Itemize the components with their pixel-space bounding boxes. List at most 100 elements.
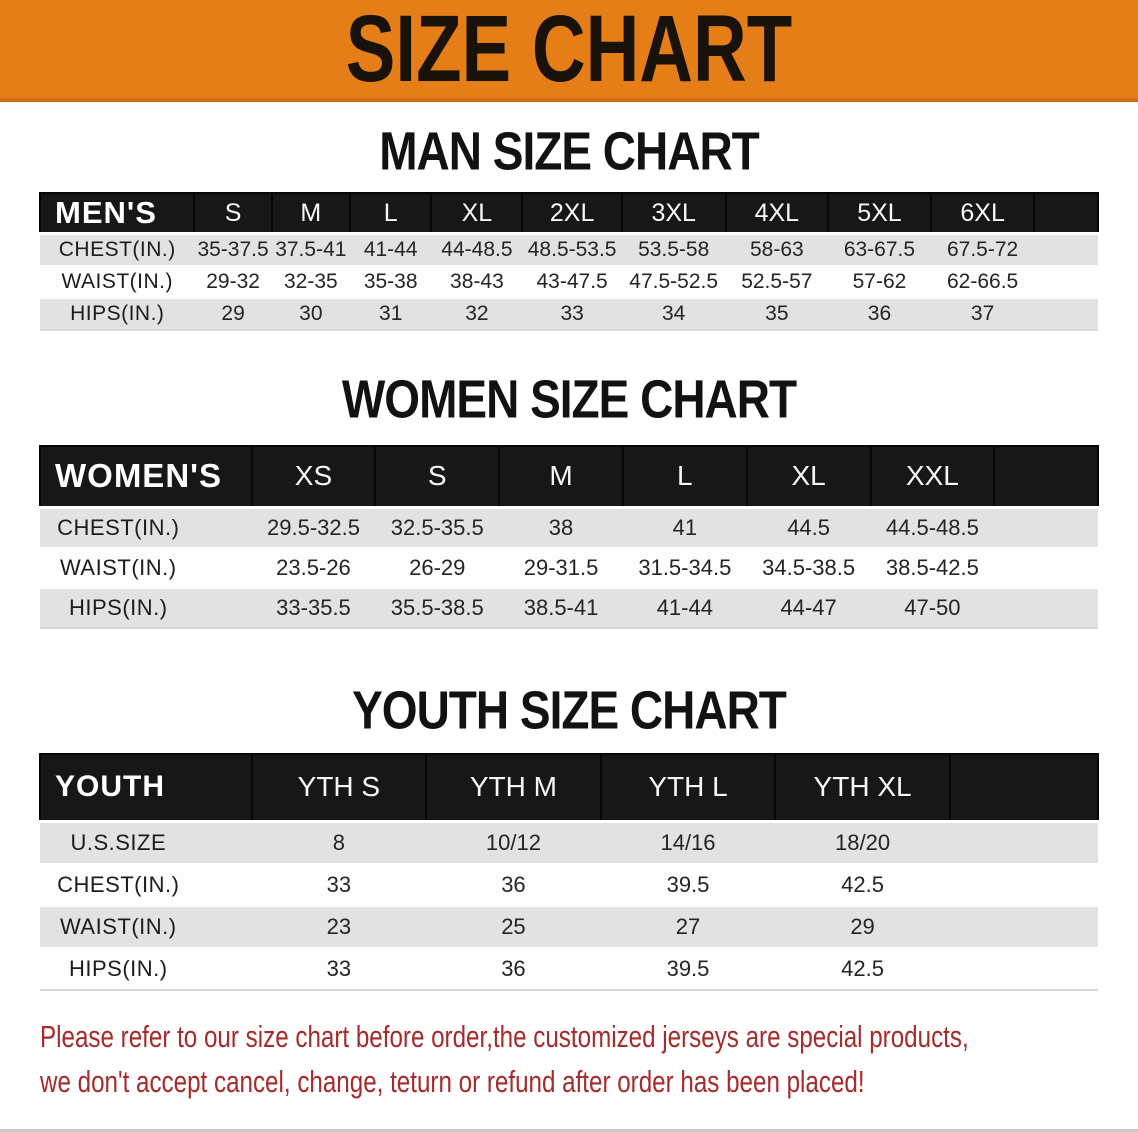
size-value-cell: 35-38 <box>349 265 432 299</box>
spacer-cell <box>994 587 1098 629</box>
measurement-row: WAIST(IN.) 23 25 27 29 <box>40 905 1098 949</box>
spacer-cell <box>994 547 1098 589</box>
size-value-cell: 29-31.5 <box>499 547 623 589</box>
size-value-cell: 58-63 <box>725 232 829 267</box>
table-title-cell: MEN'S <box>38 192 196 235</box>
size-value-cell: 37.5-41 <box>271 232 350 267</box>
size-value-cell: 31.5-34.5 <box>622 547 747 589</box>
size-value-cell: 34.5-38.5 <box>746 547 871 589</box>
size-value-cell: 44.5-48.5 <box>870 506 995 549</box>
table-header-row: YOUTH YTH S YTH M YTH L YTH XL <box>39 752 1100 823</box>
youth-section-heading: YOUTH SIZE CHART <box>352 679 787 740</box>
size-value-cell: 33-35.5 <box>251 587 376 629</box>
size-column-header: YTH L <box>599 752 777 823</box>
size-value-cell: 33 <box>251 863 427 907</box>
size-value-cell: 32 <box>431 297 523 331</box>
size-column-header: YTH S <box>250 752 428 823</box>
table-title-cell: YOUTH <box>39 752 253 823</box>
size-column-header: YTH XL <box>774 752 951 823</box>
size-value-cell: 41-44 <box>349 232 432 267</box>
measurement-row: WAIST(IN.) 29-32 32-35 35-38 38-43 43-47.5 47.… <box>40 265 1098 299</box>
row-label: WAIST(IN.) <box>40 547 252 589</box>
size-column-header: 4XL <box>724 192 830 235</box>
women-size-table: WOMEN'S XS S M L XL XXL CHEST(IN.) 29.5-32.5 32.5… <box>39 444 1099 629</box>
row-label: HIPS(IN.) <box>40 947 252 991</box>
size-value-cell: 38.5-42.5 <box>870 547 995 589</box>
size-value-cell: 29-32 <box>194 265 272 299</box>
size-value-cell: 44.5 <box>746 506 871 549</box>
size-value-cell: 27 <box>600 905 776 949</box>
size-value-cell: 67.5-72 <box>930 232 1035 267</box>
row-label: CHEST(IN.) <box>40 232 195 267</box>
measurement-row: CHEST(IN.) 33 36 39.5 42.5 <box>40 863 1098 907</box>
size-value-cell: 8 <box>251 820 427 865</box>
disclaimer-line-2: we don't accept cancel, change, teturn o… <box>40 1063 865 1099</box>
size-column-header: M <box>270 192 351 235</box>
size-value-cell: 36 <box>426 947 601 991</box>
spacer-cell <box>1034 265 1098 299</box>
measurement-row: HIPS(IN.) 29 30 31 32 33 34 35 36 37 <box>40 297 1098 331</box>
table-title-cell: WOMEN'S <box>39 444 253 509</box>
size-value-cell: 57-62 <box>828 265 931 299</box>
size-value-cell: 34 <box>621 297 726 331</box>
spacer-cell <box>949 947 1098 991</box>
size-value-cell: 47.5-52.5 <box>621 265 726 299</box>
size-value-cell: 47-50 <box>870 587 995 629</box>
size-value-cell: 25 <box>426 905 601 949</box>
size-value-cell: 38-43 <box>431 265 523 299</box>
size-column-header: 5XL <box>827 192 932 235</box>
spacer-cell <box>949 905 1098 949</box>
size-value-cell: 29.5-32.5 <box>251 506 376 549</box>
table-header-row: WOMEN'S XS S M L XL XXL <box>39 444 1099 509</box>
spacer-cell <box>1034 297 1098 331</box>
size-column-header: L <box>621 444 748 509</box>
size-value-cell: 41 <box>622 506 747 549</box>
size-value-cell: 52.5-57 <box>725 265 829 299</box>
size-value-cell: 53.5-58 <box>621 232 726 267</box>
size-value-cell: 62-66.5 <box>930 265 1035 299</box>
size-value-cell: 18/20 <box>775 820 950 865</box>
youth-size-table: YOUTH YTH S YTH M YTH L YTH XL U.S.SIZE 8 10/12… <box>39 752 1100 991</box>
size-column-header: M <box>498 444 624 509</box>
measurement-row: CHEST(IN.) 29.5-32.5 32.5-35.5 38 41 44.5 44.5… <box>40 506 1098 549</box>
size-chart-banner: SIZE CHART <box>0 0 1138 102</box>
spacer-cell <box>1033 192 1099 235</box>
spacer-cell <box>949 863 1098 907</box>
size-value-cell: 42.5 <box>775 863 950 907</box>
row-label: CHEST(IN.) <box>40 863 252 907</box>
size-column-header: XXL <box>869 444 996 509</box>
size-column-header: 2XL <box>521 192 623 235</box>
size-value-cell: 35.5-38.5 <box>375 587 500 629</box>
size-value-cell: 26-29 <box>375 547 500 589</box>
men-size-table: MEN'S S M L XL 2XL 3XL 4XL 5XL 6XL CHEST(IN.) 35-37… <box>38 192 1099 331</box>
size-value-cell: 41-44 <box>622 587 747 629</box>
page-bottom-divider <box>0 1129 1138 1132</box>
size-value-cell: 38.5-41 <box>499 587 623 629</box>
spacer-cell <box>949 820 1098 865</box>
size-value-cell: 29 <box>194 297 272 331</box>
size-column-header: XL <box>430 192 524 235</box>
size-value-cell: 42.5 <box>775 947 950 991</box>
size-value-cell: 33 <box>251 947 427 991</box>
spacer-cell <box>948 752 1100 823</box>
size-value-cell: 44-47 <box>746 587 871 629</box>
row-label: U.S.SIZE <box>40 820 252 865</box>
measurement-row: U.S.SIZE 8 10/12 14/16 18/20 <box>40 820 1098 865</box>
size-value-cell: 32-35 <box>271 265 350 299</box>
disclaimer-line-1: Please refer to our size chart before or… <box>40 1018 969 1054</box>
spacer-cell <box>1034 232 1098 267</box>
measurement-row: HIPS(IN.) 33 36 39.5 42.5 <box>40 947 1098 991</box>
size-column-header: S <box>193 192 273 235</box>
size-value-cell: 32.5-35.5 <box>375 506 500 549</box>
size-value-cell: 39.5 <box>600 863 776 907</box>
measurement-row: HIPS(IN.) 33-35.5 35.5-38.5 38.5-41 41-44 44-… <box>40 587 1098 629</box>
size-value-cell: 63-67.5 <box>828 232 931 267</box>
measurement-row: CHEST(IN.) 35-37.5 37.5-41 41-44 44-48.5 48.5… <box>40 232 1098 267</box>
size-value-cell: 33 <box>522 297 622 331</box>
size-column-header: L <box>348 192 433 235</box>
size-column-header: XL <box>745 444 872 509</box>
size-value-cell: 14/16 <box>600 820 776 865</box>
size-value-cell: 35-37.5 <box>194 232 272 267</box>
size-value-cell: 35 <box>725 297 829 331</box>
size-column-header: YTH M <box>425 752 602 823</box>
